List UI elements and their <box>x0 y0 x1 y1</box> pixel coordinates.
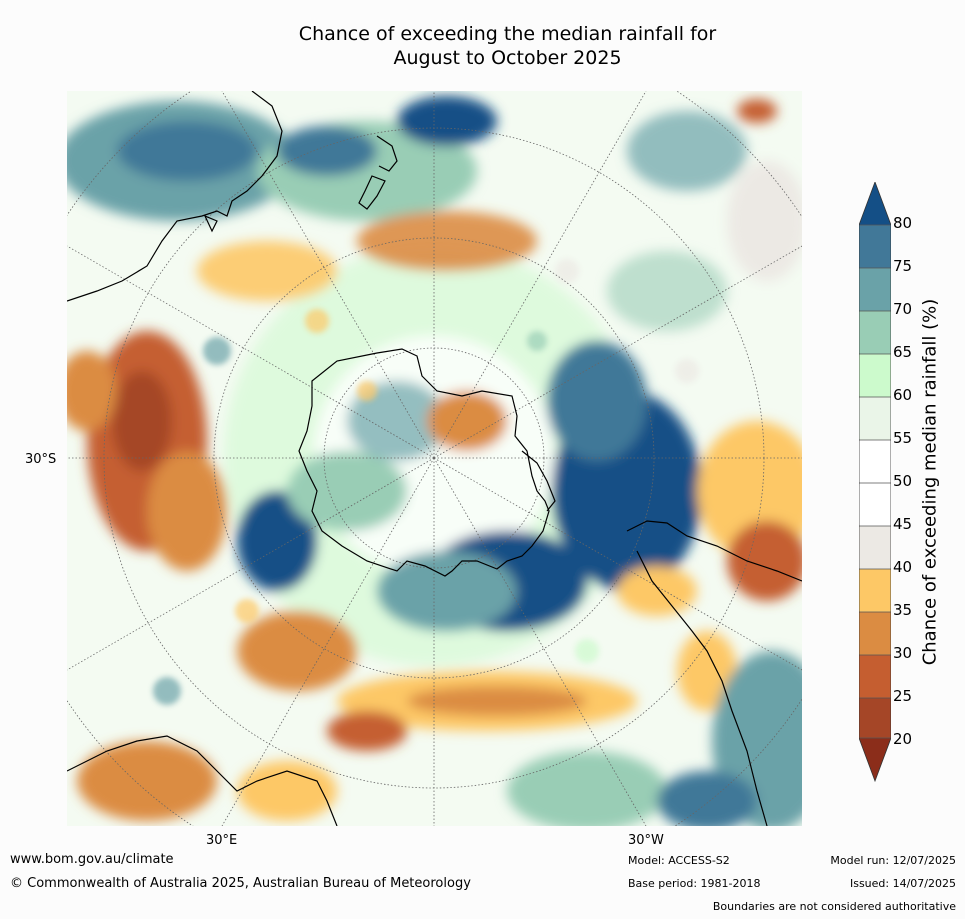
lon-label-30e: 30°E <box>206 833 238 848</box>
antarctica-coastline <box>298 348 550 577</box>
colorbar-35-40 <box>859 569 891 612</box>
colorbar-65-70 <box>859 311 891 354</box>
colorbar-tick-65: 65 <box>893 343 913 361</box>
colorbar-tick-35: 35 <box>893 601 913 619</box>
map-title: Chance of exceeding the median rainfall … <box>0 22 965 70</box>
colorbar-tick-60: 60 <box>893 386 913 404</box>
colorbar-30-35 <box>859 612 891 655</box>
tasmania <box>203 214 218 233</box>
colorbar-tick-20: 20 <box>893 730 913 748</box>
colorbar-tick-75: 75 <box>893 257 913 275</box>
model-run-date: Model run: 12/07/2025 <box>830 854 956 867</box>
colorbar-70-75 <box>859 268 891 311</box>
africa-coastline <box>67 735 338 826</box>
base-period-info: Base period: 1981-2018 <box>628 877 761 890</box>
map-svg <box>67 91 802 826</box>
antarctic-peninsula <box>521 450 556 512</box>
colorbar <box>859 182 891 782</box>
colorbar-tick-70: 70 <box>893 300 913 318</box>
rainfall-map <box>67 91 802 826</box>
probability-speckle <box>153 259 699 705</box>
title-line-2: August to October 2025 <box>393 47 622 69</box>
model-info: Model: ACCESS-S2 <box>628 854 730 867</box>
colorbar-tick-45: 45 <box>893 515 913 533</box>
colorbar-60-65 <box>859 354 891 397</box>
colorbar-tick-80: 80 <box>893 214 913 232</box>
colorbar-tick-40: 40 <box>893 558 913 576</box>
colorbar-tick-50: 50 <box>893 472 913 490</box>
boundaries-disclaimer: Boundaries are not considered authoritat… <box>712 900 956 913</box>
website-link[interactable]: www.bom.gov.au/climate <box>10 852 174 867</box>
colorbar-tick-55: 55 <box>893 429 913 447</box>
new-zealand-north <box>376 135 398 172</box>
colorbar-above-80 <box>859 182 891 225</box>
south-america-coastline <box>626 520 802 826</box>
colorbar-label: Chance of exceeding median rainfall (%) <box>919 298 941 666</box>
colorbar-20-25 <box>859 698 891 738</box>
copyright-notice: © Commonwealth of Australia 2025, Austra… <box>10 876 471 891</box>
lon-label-30w: 30°W <box>628 833 664 848</box>
colorbar-tick-25: 25 <box>893 687 913 705</box>
colorbar-below-20 <box>859 738 891 781</box>
colorbar-25-30 <box>859 655 891 698</box>
colorbar-40-45 <box>859 526 891 569</box>
graticule <box>67 91 802 826</box>
new-zealand-south <box>358 175 386 210</box>
lat-label-30s: 30°S <box>25 452 57 467</box>
coastlines <box>67 91 802 826</box>
colorbar-tick-30: 30 <box>893 644 913 662</box>
colorbar-75-80 <box>859 225 891 268</box>
issued-date: Issued: 14/07/2025 <box>849 877 956 890</box>
title-line-1: Chance of exceeding the median rainfall … <box>298 23 717 45</box>
australia-coastline <box>67 91 283 302</box>
colorbar-55-60 <box>859 397 891 440</box>
